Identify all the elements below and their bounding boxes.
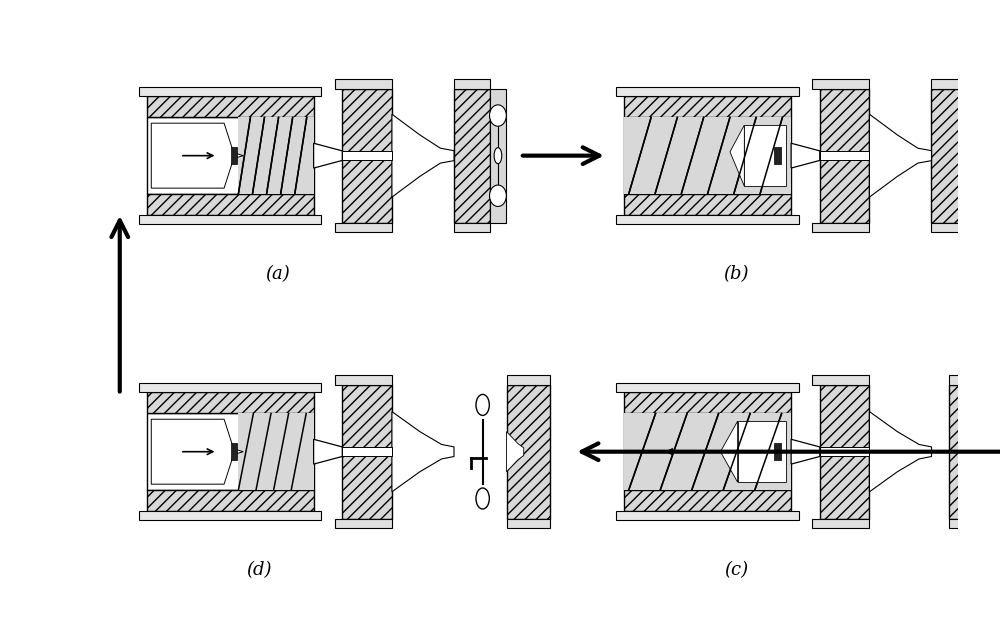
Ellipse shape [476, 488, 489, 509]
Bar [335, 518, 392, 528]
Polygon shape [791, 143, 820, 168]
Bar [931, 80, 968, 89]
Bar [139, 511, 321, 520]
Bar [507, 518, 550, 528]
Polygon shape [392, 114, 454, 197]
Bar [812, 223, 869, 232]
Bar [812, 518, 869, 528]
Bar [507, 385, 550, 518]
Bar [454, 89, 490, 223]
Ellipse shape [972, 148, 979, 163]
Polygon shape [744, 125, 786, 186]
Text: (a): (a) [265, 265, 290, 284]
Text: (b): (b) [723, 265, 749, 284]
Bar [139, 215, 321, 225]
Polygon shape [720, 421, 738, 482]
Bar [624, 392, 791, 413]
Ellipse shape [984, 481, 1000, 502]
Bar [454, 80, 490, 89]
Bar [616, 383, 799, 392]
Bar [454, 223, 490, 232]
Ellipse shape [494, 148, 502, 163]
Bar [624, 413, 791, 490]
Bar [624, 194, 791, 215]
Bar [624, 413, 791, 490]
Ellipse shape [490, 105, 506, 126]
Bar [774, 443, 781, 460]
Bar [624, 490, 791, 511]
Bar [820, 447, 869, 457]
Bar [616, 87, 799, 97]
Bar [931, 223, 968, 232]
Bar [231, 443, 237, 460]
Text: (d): (d) [246, 562, 271, 579]
Bar [147, 118, 314, 194]
Bar [147, 490, 314, 511]
Ellipse shape [476, 394, 489, 415]
Bar [968, 89, 983, 223]
Bar [616, 215, 799, 225]
Bar [624, 118, 791, 194]
Polygon shape [151, 123, 243, 188]
Bar [507, 375, 550, 385]
Bar [342, 151, 392, 160]
Polygon shape [392, 411, 454, 492]
Bar [931, 89, 968, 223]
Bar [624, 118, 791, 194]
Polygon shape [507, 432, 524, 472]
Bar [238, 413, 314, 490]
Bar [985, 385, 1000, 518]
Bar [812, 80, 869, 89]
Bar [342, 385, 392, 518]
Ellipse shape [490, 185, 506, 207]
Polygon shape [738, 421, 786, 482]
Bar [949, 385, 985, 518]
Ellipse shape [967, 105, 984, 126]
Bar [139, 383, 321, 392]
Bar [147, 194, 314, 215]
Bar [335, 223, 392, 232]
Bar [949, 518, 985, 528]
Bar [820, 89, 869, 223]
Bar [147, 392, 314, 413]
Bar [949, 375, 985, 385]
Polygon shape [869, 114, 931, 197]
Bar [490, 89, 506, 223]
Polygon shape [151, 419, 243, 484]
Bar [335, 375, 392, 385]
Polygon shape [314, 439, 342, 464]
Polygon shape [869, 411, 931, 492]
Bar [820, 385, 869, 518]
Bar [342, 447, 392, 457]
Ellipse shape [984, 401, 1000, 422]
Bar [139, 87, 321, 97]
Bar [147, 97, 314, 118]
Bar [774, 147, 781, 164]
Ellipse shape [989, 444, 996, 460]
Polygon shape [730, 125, 744, 186]
Bar [147, 413, 314, 490]
Bar [624, 97, 791, 118]
Bar [231, 147, 237, 164]
Bar [238, 118, 314, 194]
Bar [820, 151, 869, 160]
Bar [616, 511, 799, 520]
Ellipse shape [967, 185, 984, 207]
Text: (c): (c) [724, 562, 748, 579]
Polygon shape [791, 439, 820, 464]
Bar [812, 375, 869, 385]
Bar [342, 89, 392, 223]
Bar [335, 80, 392, 89]
Polygon shape [314, 143, 342, 168]
